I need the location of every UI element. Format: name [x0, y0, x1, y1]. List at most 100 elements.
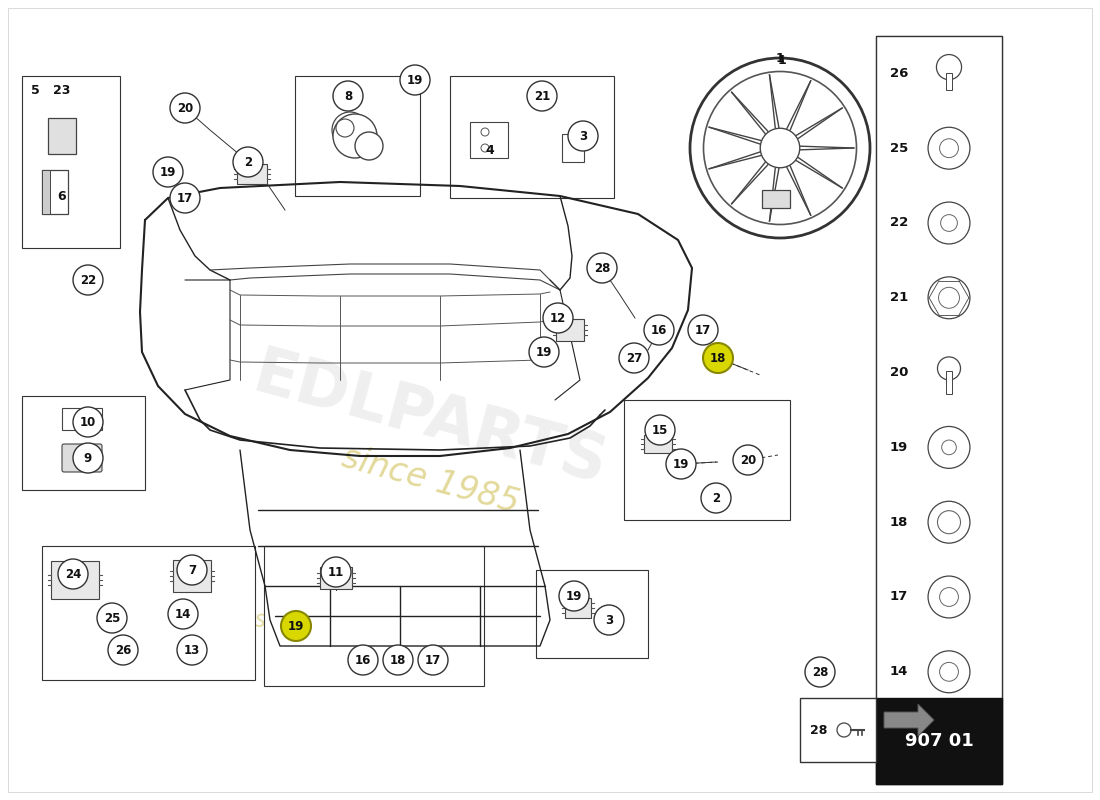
Circle shape — [170, 93, 200, 123]
Circle shape — [928, 726, 970, 767]
Text: 18: 18 — [710, 351, 726, 365]
Bar — [42, 546, 255, 680]
Text: 13: 13 — [890, 740, 909, 753]
Circle shape — [348, 645, 378, 675]
Text: 20: 20 — [740, 454, 756, 466]
FancyBboxPatch shape — [62, 444, 102, 472]
Text: 3: 3 — [579, 130, 587, 142]
Bar — [946, 74, 953, 90]
Circle shape — [233, 147, 263, 177]
Bar — [556, 319, 584, 341]
Text: 19: 19 — [407, 74, 424, 86]
Circle shape — [568, 121, 598, 151]
Bar — [562, 134, 584, 162]
Text: 19: 19 — [673, 458, 690, 470]
Text: 18: 18 — [890, 516, 909, 529]
Text: 17: 17 — [177, 191, 194, 205]
Bar — [800, 698, 876, 762]
Bar — [264, 546, 484, 686]
Circle shape — [619, 343, 649, 373]
Circle shape — [666, 449, 696, 479]
Text: 26: 26 — [114, 643, 131, 657]
Circle shape — [928, 502, 970, 543]
Circle shape — [170, 183, 200, 213]
Bar — [876, 560, 1002, 634]
Bar — [876, 709, 1002, 784]
Text: 19: 19 — [890, 441, 909, 454]
Text: 2: 2 — [244, 155, 252, 169]
Text: 25: 25 — [103, 611, 120, 625]
Text: 17: 17 — [425, 654, 441, 666]
Text: 17: 17 — [695, 323, 711, 337]
Circle shape — [58, 559, 88, 589]
Bar — [876, 36, 1002, 110]
Bar — [236, 164, 267, 184]
Text: 20: 20 — [890, 366, 909, 379]
Circle shape — [701, 483, 732, 513]
Text: 26: 26 — [890, 67, 909, 80]
Circle shape — [704, 71, 857, 225]
Bar — [946, 370, 952, 394]
Circle shape — [733, 445, 763, 475]
Circle shape — [645, 415, 675, 445]
Bar — [876, 634, 1002, 709]
Bar — [320, 567, 352, 589]
Bar — [42, 170, 68, 214]
Text: since 1985: since 1985 — [338, 441, 522, 519]
Circle shape — [938, 736, 959, 757]
Text: 28: 28 — [594, 262, 610, 274]
Text: 19: 19 — [536, 346, 552, 358]
Circle shape — [939, 662, 958, 682]
Text: a position: a position — [198, 593, 322, 647]
Bar — [22, 396, 145, 490]
Text: 21: 21 — [890, 291, 909, 304]
Bar — [644, 435, 672, 453]
Circle shape — [688, 315, 718, 345]
Circle shape — [644, 315, 674, 345]
Circle shape — [690, 58, 870, 238]
Bar — [624, 400, 790, 520]
Circle shape — [928, 202, 970, 244]
Circle shape — [348, 126, 372, 150]
Circle shape — [321, 557, 351, 587]
Bar — [876, 186, 1002, 261]
Text: 21: 21 — [534, 90, 550, 102]
Circle shape — [760, 128, 800, 168]
Text: 14: 14 — [175, 607, 191, 621]
Text: 16: 16 — [651, 323, 668, 337]
Circle shape — [527, 81, 557, 111]
Text: 17: 17 — [890, 590, 909, 603]
Text: 22: 22 — [890, 217, 909, 230]
Text: 28: 28 — [810, 723, 827, 737]
Circle shape — [928, 127, 970, 169]
Text: 20: 20 — [177, 102, 194, 114]
Text: 22: 22 — [80, 274, 96, 286]
Circle shape — [940, 214, 957, 231]
Circle shape — [400, 65, 430, 95]
Text: 18: 18 — [389, 654, 406, 666]
Circle shape — [355, 132, 383, 160]
Bar — [876, 36, 1002, 784]
Bar — [876, 110, 1002, 186]
Text: 16: 16 — [355, 654, 371, 666]
Bar — [22, 76, 120, 248]
Text: 907 01: 907 01 — [904, 732, 974, 750]
Text: 1: 1 — [778, 54, 786, 66]
Bar — [876, 698, 1002, 784]
Bar — [48, 118, 76, 154]
Text: 24: 24 — [65, 567, 81, 581]
Circle shape — [97, 603, 126, 633]
Circle shape — [942, 440, 956, 454]
Circle shape — [332, 112, 368, 148]
Circle shape — [938, 287, 959, 308]
Circle shape — [587, 253, 617, 283]
Circle shape — [928, 651, 970, 693]
Circle shape — [73, 265, 103, 295]
Bar — [876, 485, 1002, 559]
Text: 9: 9 — [84, 451, 92, 465]
Bar — [565, 598, 591, 618]
Circle shape — [939, 587, 958, 606]
Text: 15: 15 — [652, 423, 668, 437]
Circle shape — [928, 426, 970, 468]
Text: 7: 7 — [188, 563, 196, 577]
